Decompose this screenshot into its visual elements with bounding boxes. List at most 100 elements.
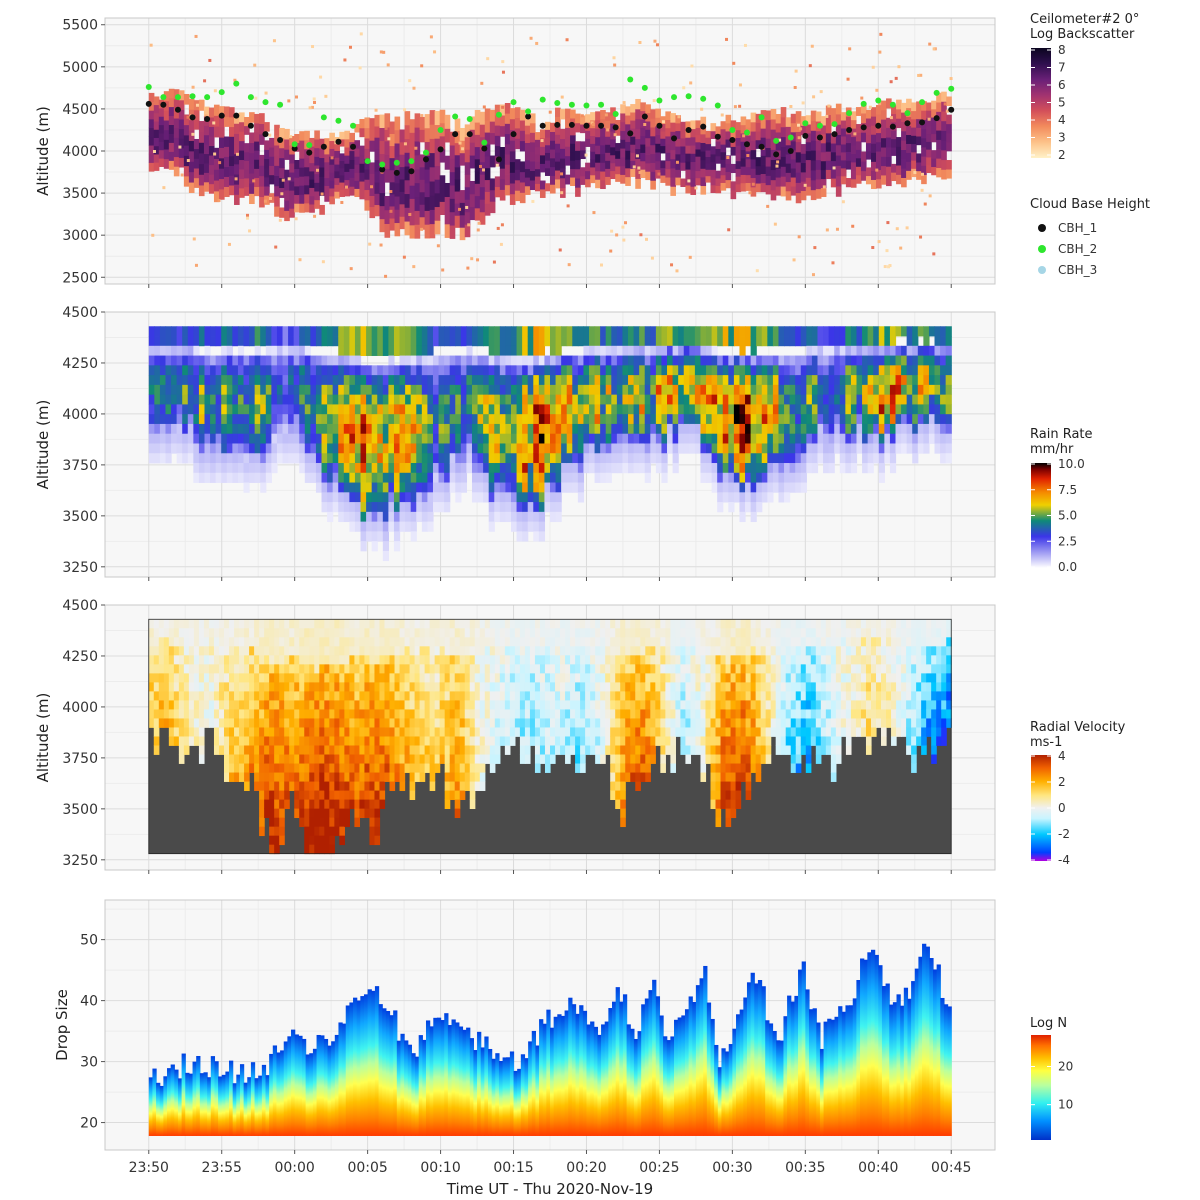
velocity-cell xyxy=(239,682,245,692)
backscatter-cell xyxy=(208,164,215,175)
rain-rate-cell xyxy=(221,463,228,474)
rain-rate-cell xyxy=(366,443,373,454)
backscatter-cell xyxy=(936,130,942,140)
backscatter-cell xyxy=(745,119,752,128)
rain-rate-cell xyxy=(622,384,629,396)
velocity-cell xyxy=(198,673,205,683)
velocity-cell xyxy=(234,637,240,647)
rain-rate-cell xyxy=(577,472,585,483)
backscatter-cell xyxy=(344,187,350,197)
backscatter-cell xyxy=(429,138,436,154)
rain-rate-cell xyxy=(483,365,490,376)
rain-rate-cell xyxy=(616,423,624,435)
backscatter-noise xyxy=(186,115,190,119)
backscatter-cell xyxy=(550,175,556,185)
rain-rate-cell xyxy=(399,453,406,464)
rain-rate-cell xyxy=(538,423,546,435)
rain-rate-cell xyxy=(750,326,757,337)
rain-rate-cell xyxy=(655,423,663,435)
backscatter-cell xyxy=(625,141,631,151)
rain-rate-cell xyxy=(605,463,612,474)
rain-rate-cell xyxy=(405,345,412,356)
velocity-cell xyxy=(299,637,305,647)
rain-rate-cell xyxy=(717,472,724,483)
rain-rate-cell xyxy=(271,365,278,376)
rain-rate-cell xyxy=(889,423,897,435)
velocity-cell xyxy=(264,709,270,719)
rain-rate-cell xyxy=(427,492,434,503)
backscatter-cell xyxy=(329,172,335,181)
velocity-cell xyxy=(274,664,280,674)
rain-rate-cell xyxy=(717,394,724,405)
backscatter-noise xyxy=(414,146,418,150)
velocity-cell xyxy=(259,727,265,737)
backscatter-cell xyxy=(705,156,712,164)
backscatter-cell xyxy=(760,146,767,156)
velocity-cell xyxy=(319,781,325,791)
backscatter-cell xyxy=(244,151,250,161)
velocity-cell xyxy=(249,745,255,755)
backscatter-cell xyxy=(334,150,340,158)
rain-rate-cell xyxy=(265,336,272,347)
backscatter-noise xyxy=(379,243,383,247)
backscatter-cell xyxy=(329,156,335,165)
velocity-cell xyxy=(274,835,280,846)
backscatter-cell xyxy=(224,106,230,117)
backscatter-cell xyxy=(163,91,170,102)
velocity-cell xyxy=(229,736,235,746)
rain-rate-cell xyxy=(795,482,802,493)
rain-rate-cell xyxy=(243,443,250,454)
velocity-cell xyxy=(324,826,330,837)
rain-rate-cell xyxy=(761,443,768,454)
backscatter-cell xyxy=(845,142,852,152)
backscatter-noise xyxy=(433,50,437,54)
rain-rate-cell xyxy=(204,394,211,405)
backscatter-noise xyxy=(622,238,626,242)
rain-rate-cell xyxy=(460,336,468,347)
rain-rate-cell xyxy=(466,384,473,396)
rain-rate-cell xyxy=(633,355,640,366)
rain-rate-cell xyxy=(455,326,462,337)
backscatter-cell xyxy=(309,171,315,180)
rain-rate-cell xyxy=(388,492,395,503)
rain-rate-cell xyxy=(254,345,261,356)
backscatter-noise xyxy=(420,114,424,118)
rain-rate-cell xyxy=(354,433,362,444)
backscatter-noise xyxy=(637,166,641,170)
rain-rate-cell xyxy=(315,404,323,415)
rain-rate-cell xyxy=(700,365,707,376)
backscatter-noise xyxy=(653,39,657,43)
backscatter-cell xyxy=(840,112,847,121)
velocity-cell xyxy=(274,727,280,737)
rain-rate-cell xyxy=(210,326,217,337)
rain-rate-cell xyxy=(561,453,568,464)
rain-rate-cell xyxy=(276,326,284,337)
backscatter-cell xyxy=(765,184,772,195)
rain-rate-cell xyxy=(862,463,869,474)
rain-rate-cell xyxy=(589,336,596,347)
rain-rate-cell xyxy=(321,394,328,405)
velocity-cell xyxy=(324,799,330,810)
rain-rate-cell xyxy=(371,463,378,474)
backscatter-cell xyxy=(835,134,842,146)
rain-rate-cell xyxy=(349,472,356,483)
rain-rate-cell xyxy=(522,492,529,503)
velocity-cell xyxy=(329,619,335,629)
backscatter-cell xyxy=(795,162,802,173)
backscatter-cell xyxy=(399,129,406,143)
backscatter-cell xyxy=(294,203,300,213)
rain-rate-cell xyxy=(466,365,473,376)
backscatter-cell xyxy=(294,159,300,170)
velocity-cell xyxy=(244,628,250,638)
velocity-cell xyxy=(309,619,315,629)
velocity-cell xyxy=(304,691,310,701)
velocity-cell xyxy=(198,664,205,674)
rain-rate-cell xyxy=(360,541,367,552)
backscatter-cell xyxy=(690,161,697,171)
backscatter-cell xyxy=(414,182,421,198)
rain-rate-cell xyxy=(254,423,261,435)
backscatter-cell xyxy=(213,169,220,181)
rain-rate-cell xyxy=(527,443,534,454)
rain-rate-cell xyxy=(873,404,880,415)
rain-rate-cell xyxy=(555,463,562,474)
